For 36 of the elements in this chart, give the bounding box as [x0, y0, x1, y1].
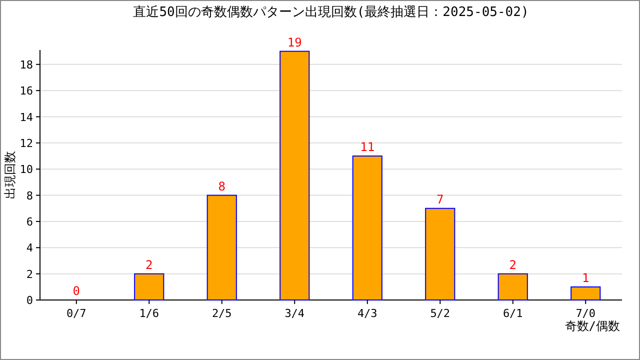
- x-tick-label: 0/7: [66, 307, 86, 320]
- data-label: 19: [287, 35, 302, 50]
- bar: [280, 50, 310, 300]
- x-tick-label: 7/0: [576, 307, 596, 320]
- bar: [352, 156, 382, 300]
- chart-title: 直近50回の奇数偶数パターン出現回数(最終抽選日：2025-05-02): [133, 5, 529, 20]
- bar: [498, 273, 528, 300]
- data-label: 7: [436, 192, 444, 206]
- bar: [425, 208, 456, 300]
- data-label: 0: [72, 284, 80, 298]
- data-label: 2: [146, 258, 153, 272]
- y-tick-label: 18: [20, 58, 33, 72]
- y-tick-label: 10: [20, 163, 33, 176]
- y-tick-label: 6: [26, 215, 33, 228]
- data-label: 2: [509, 258, 516, 272]
- y-axis-title: 出現回数: [3, 151, 17, 199]
- y-tick-label: 2: [26, 268, 33, 281]
- x-tick-label: 4/3: [357, 307, 378, 320]
- y-tick-label: 12: [20, 136, 33, 150]
- x-tick-label: 3/4: [284, 307, 305, 320]
- x-tick-label: 5/2: [430, 307, 450, 320]
- y-tick-label: 16: [20, 84, 33, 98]
- bar: [134, 273, 164, 300]
- x-tick-label: 1/6: [139, 307, 160, 320]
- y-tick-label: 8: [26, 189, 33, 202]
- data-label: 8: [218, 179, 226, 194]
- bar: [570, 286, 601, 300]
- x-tick-label: 6/1: [502, 307, 523, 320]
- data-label: 1: [582, 270, 590, 285]
- x-tick-label: 2/5: [212, 307, 232, 320]
- data-label: 11: [360, 140, 375, 154]
- y-tick-label: 0: [26, 294, 33, 307]
- y-tick-label: 4: [26, 242, 34, 255]
- y-tick-label: 14: [20, 110, 34, 124]
- x-axis-title: 奇数/偶数: [564, 319, 620, 333]
- bar: [206, 194, 237, 300]
